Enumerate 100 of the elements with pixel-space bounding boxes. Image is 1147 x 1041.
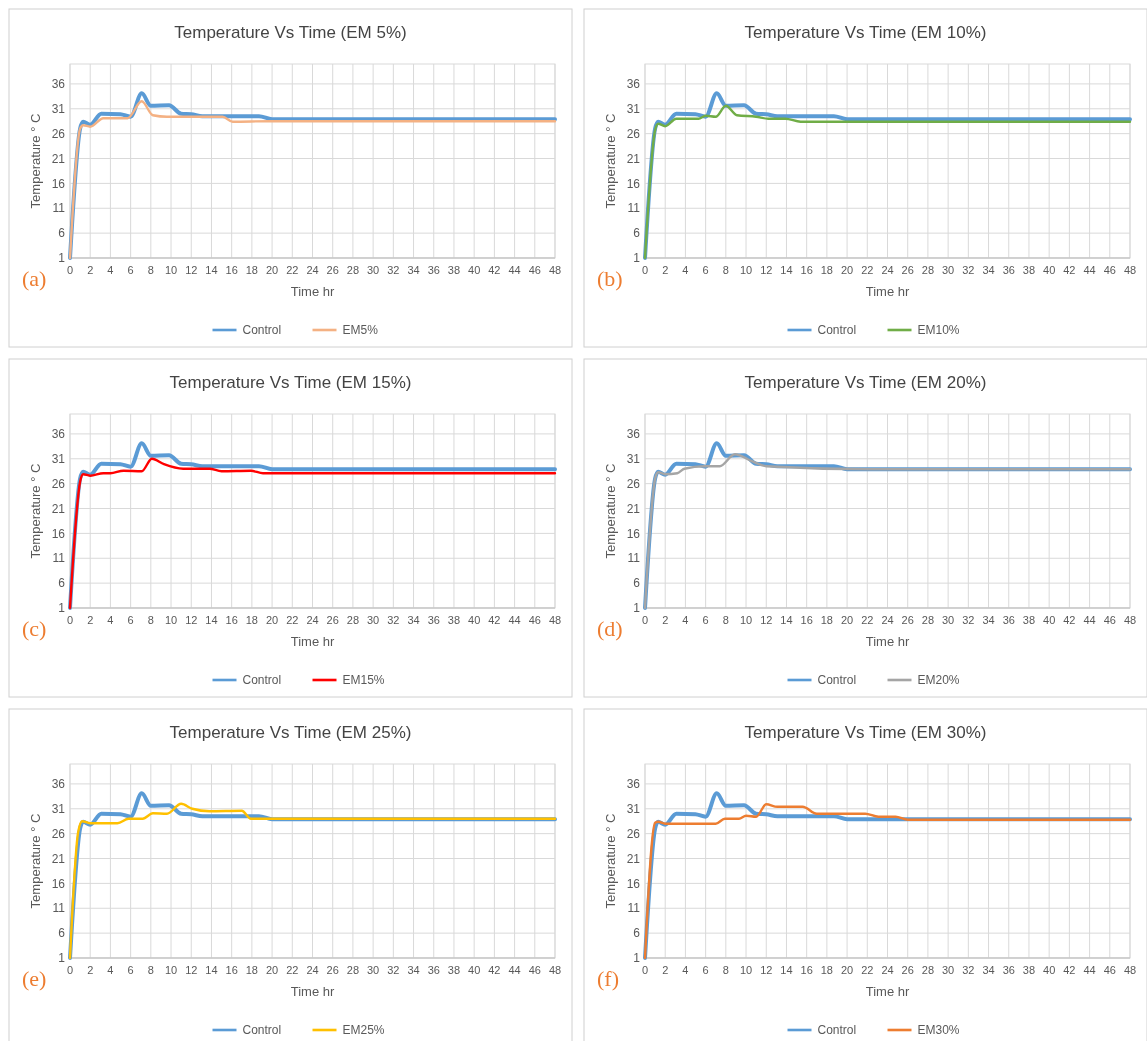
x-tick-label: 34	[407, 614, 420, 626]
legend-label: EM15%	[342, 673, 385, 688]
legend-label: EM5%	[342, 323, 379, 338]
x-tick-label: 20	[265, 964, 279, 976]
y-tick-label: 36	[626, 77, 641, 92]
y-tick-label: 11	[52, 551, 66, 566]
x-tick-label: 10	[164, 964, 178, 976]
y-tick-label: 11	[627, 901, 641, 916]
x-tick-label: 10	[739, 964, 753, 976]
x-tick-label: 18	[245, 614, 258, 626]
x-axis-title: Time hr	[865, 634, 910, 649]
x-tick-label: 16	[225, 964, 238, 976]
text: (f)	[597, 966, 619, 991]
x-tick-label: 12	[185, 614, 198, 626]
x-tick-label: 38	[1022, 264, 1036, 276]
y-tick-label: 26	[51, 826, 66, 841]
x-tick-label: 30	[367, 614, 380, 626]
y-tick-label: 6	[58, 226, 66, 241]
chart-title: Temperature Vs Time (EM 15%)	[169, 373, 412, 392]
x-tick-label: 48	[1123, 614, 1137, 626]
x-tick-label: 22	[861, 264, 874, 276]
x-tick-label: 10	[164, 264, 178, 276]
x-tick-label: 16	[800, 964, 813, 976]
chart-title: Temperature Vs Time (EM 25%)	[169, 723, 412, 742]
x-tick-label: 18	[820, 614, 833, 626]
x-axis-title: Time hr	[865, 284, 910, 299]
x-tick-label: 16	[225, 264, 238, 276]
x-tick-label: 38	[447, 964, 461, 976]
x-tick-label: 20	[265, 264, 279, 276]
x-tick-label: 40	[468, 964, 481, 976]
x-tick-label: 18	[245, 964, 258, 976]
x-tick-label: 24	[881, 264, 894, 276]
x-axis-title: Time hr	[865, 984, 910, 999]
y-axis-title: Temperature ° C	[28, 813, 43, 909]
y-tick-label: 21	[626, 501, 641, 516]
x-tick-label: 18	[820, 964, 833, 976]
x-tick-label: 36	[427, 964, 440, 976]
x-tick-label: 48	[548, 264, 562, 276]
x-tick-label: 42	[1063, 614, 1076, 626]
y-tick-label: 31	[626, 801, 641, 816]
y-tick-label: 26	[51, 126, 66, 141]
x-tick-label: 42	[488, 264, 501, 276]
x-tick-label: 26	[326, 264, 339, 276]
x-tick-label: 46	[528, 964, 541, 976]
x-tick-label: 2	[87, 264, 94, 276]
y-tick-label: 1	[58, 251, 66, 266]
y-axis-title: Temperature ° C	[603, 463, 618, 559]
legend-label: EM20%	[917, 673, 960, 688]
x-tick-label: 32	[962, 964, 975, 976]
x-tick-label: 10	[739, 614, 753, 626]
x-tick-label: 20	[840, 614, 854, 626]
x-tick-label: 10	[164, 614, 178, 626]
y-tick-label: 6	[633, 576, 641, 591]
x-tick-label: 48	[1123, 964, 1137, 976]
x-tick-label: 18	[820, 264, 833, 276]
x-tick-label: 18	[245, 264, 258, 276]
chart-title: Temperature Vs Time (EM 20%)	[744, 373, 987, 392]
x-tick-label: 46	[1103, 964, 1116, 976]
x-tick-label: 22	[861, 614, 874, 626]
x-tick-label: 46	[528, 264, 541, 276]
x-tick-label: 32	[387, 614, 400, 626]
x-tick-label: 30	[942, 264, 955, 276]
x-tick-label: 2	[662, 614, 669, 626]
x-tick-label: 14	[780, 614, 793, 626]
x-tick-label: 28	[346, 614, 360, 626]
x-tick-label: 4	[107, 964, 114, 976]
x-tick-label: 12	[760, 964, 773, 976]
x-tick-label: 36	[1002, 264, 1015, 276]
x-tick-label: 6	[702, 614, 709, 626]
y-axis-title: Temperature ° C	[603, 113, 618, 209]
y-tick-label: 21	[626, 851, 641, 866]
text: (d)	[597, 616, 623, 641]
y-tick-label: 11	[52, 901, 66, 916]
y-tick-label: 16	[51, 526, 66, 541]
y-tick-label: 31	[626, 101, 641, 116]
x-tick-label: 28	[346, 964, 360, 976]
x-tick-label: 36	[427, 614, 440, 626]
y-tick-label: 11	[627, 201, 641, 216]
x-tick-label: 32	[387, 964, 400, 976]
x-tick-label: 34	[407, 964, 420, 976]
text: (a)	[22, 266, 47, 291]
x-tick-label: 6	[702, 964, 709, 976]
y-tick-label: 16	[51, 176, 66, 191]
x-tick-label: 40	[1043, 964, 1056, 976]
x-tick-label: 38	[1022, 964, 1036, 976]
legend-label: Control	[817, 323, 857, 338]
x-tick-label: 38	[447, 614, 461, 626]
x-tick-label: 44	[508, 264, 521, 276]
x-tick-label: 8	[722, 964, 729, 976]
x-tick-label: 4	[682, 964, 689, 976]
y-tick-label: 36	[51, 777, 66, 792]
legend-label: Control	[242, 323, 282, 338]
x-tick-label: 28	[921, 964, 935, 976]
y-tick-label: 26	[51, 476, 66, 491]
x-tick-label: 6	[127, 614, 134, 626]
text: (b)	[597, 266, 623, 291]
y-axis-title: Temperature ° C	[28, 113, 43, 209]
x-tick-label: 32	[962, 264, 975, 276]
chart-title: Temperature Vs Time (EM 30%)	[744, 723, 987, 742]
legend-label: EM10%	[917, 323, 960, 338]
